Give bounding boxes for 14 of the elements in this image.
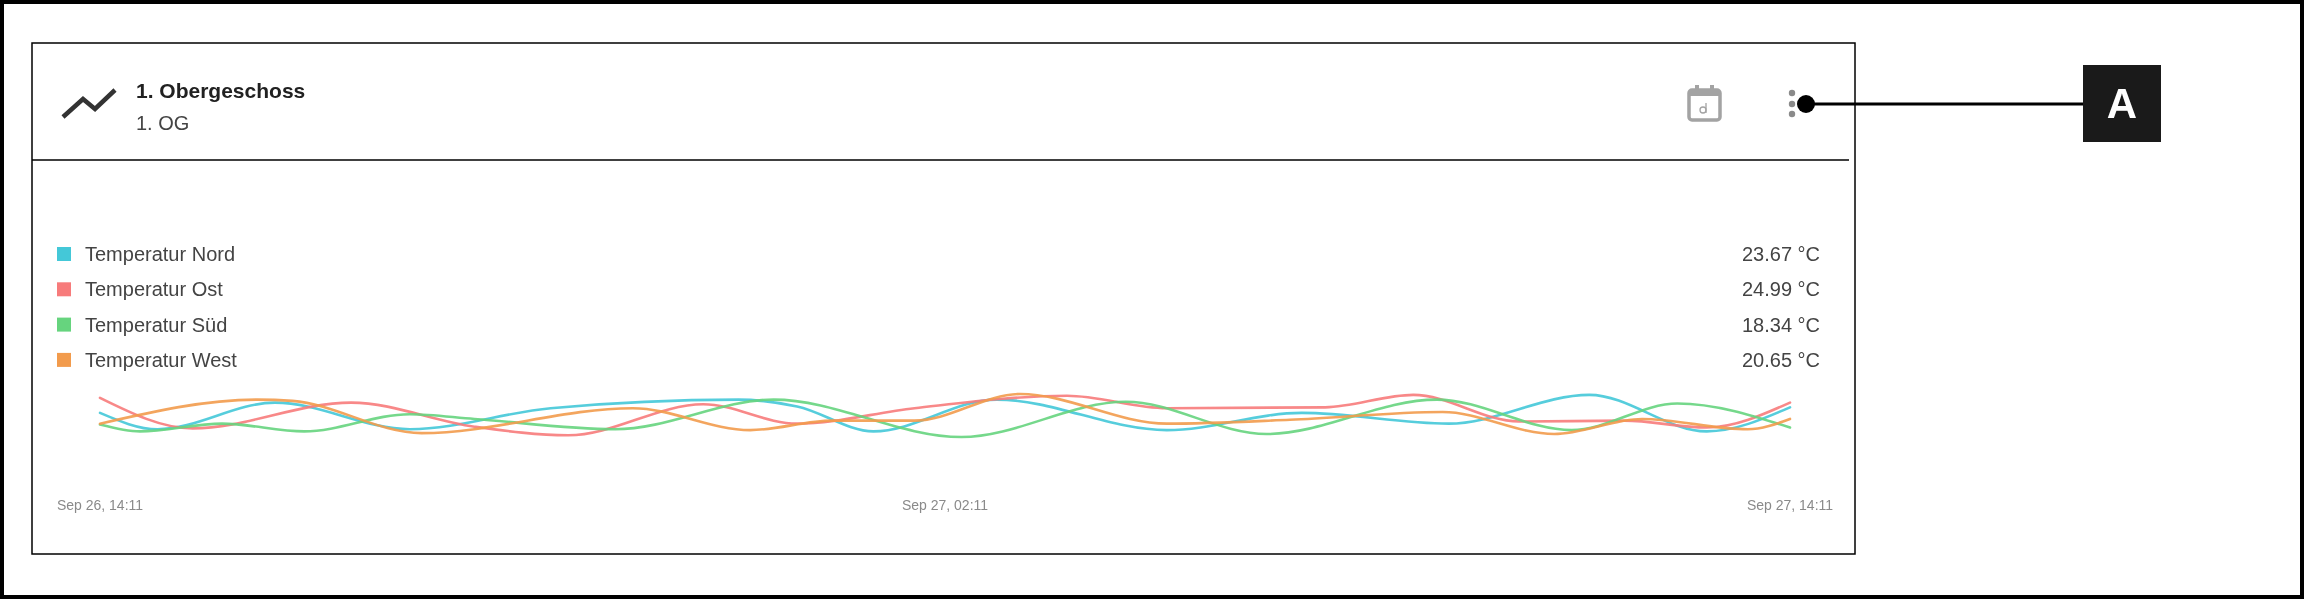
text: 18.34 °C bbox=[1741, 313, 1820, 336]
chart-title: 1. Obergeschoss bbox=[136, 79, 306, 102]
legend-label: Temperatur Nord bbox=[85, 243, 236, 265]
text: 24.99 °C bbox=[1741, 278, 1820, 301]
legend-label: Temperatur Süd bbox=[85, 313, 228, 336]
chart-subtitle: 1. OG bbox=[136, 112, 190, 134]
text: 20.65 °C bbox=[1741, 348, 1820, 371]
legend-label: Temperatur West bbox=[85, 348, 238, 371]
legend-label: Temperatur Ost bbox=[85, 278, 224, 301]
x-tick-label: Sep 27, 02:11 bbox=[901, 497, 989, 513]
x-tick-label: Sep 27, 14:11 bbox=[1746, 497, 1834, 513]
callout-badge: A bbox=[2083, 65, 2161, 142]
x-tick-label: Sep 26, 14:11 bbox=[56, 497, 144, 513]
text: 23.67 °C bbox=[1741, 243, 1820, 265]
